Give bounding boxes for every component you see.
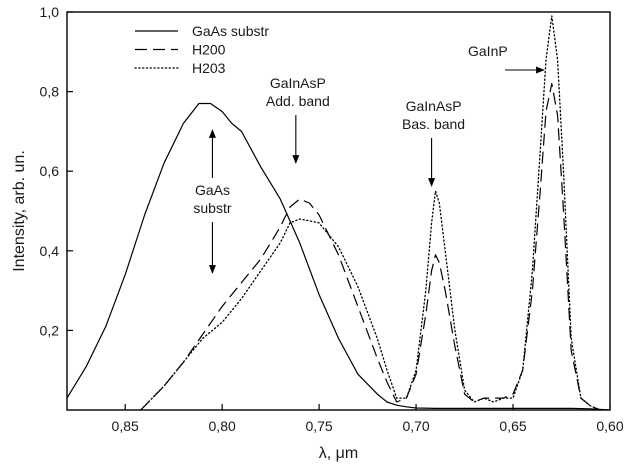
y-tick-label: 1,0: [40, 4, 60, 20]
y-axis-title: Intensity, arb. un.: [11, 150, 28, 272]
series-layer: [66, 15, 611, 411]
legend-entry-label: H200: [192, 42, 226, 58]
series-line-gaas-substr: [66, 102, 611, 411]
annotation-label: substr: [193, 200, 231, 216]
series-line-h200: [140, 82, 601, 411]
annotation-label: Bas. band: [402, 116, 465, 132]
legend-entry-label: GaAs substr: [192, 23, 269, 39]
axes-layer: 0,2 0,4 0,6 0,8 1,0 0,85 0,80 0,75 0,70 0,65 0,60 λ…: [11, 4, 624, 462]
x-axis-title: λ, μm: [319, 445, 358, 462]
y-tick-label: 0,6: [40, 163, 60, 179]
x-tick-label: 0,85: [112, 418, 139, 434]
annotation-label: Add. band: [266, 93, 330, 109]
x-tick-label: 0,60: [596, 418, 623, 434]
x-tick-label: 0,80: [209, 418, 236, 434]
x-tick-label: 0,65: [499, 418, 526, 434]
annotation-label: GaInAsP: [270, 75, 326, 91]
annotation-label: GaInP: [468, 43, 508, 59]
plot-frame: [66, 11, 611, 411]
legend-entry-label: H203: [192, 60, 226, 76]
x-tick-label: 0,75: [305, 418, 332, 434]
y-tick-label: 0,8: [40, 84, 60, 100]
annotations-layer: GaAs substr GaInAsP Add. band GaInAsP Bas. ba…: [193, 43, 545, 274]
legend: GaAs substr H200 H203: [134, 23, 269, 76]
annotation-label: GaAs: [195, 182, 230, 198]
y-tick-label: 0,4: [40, 243, 60, 259]
y-tick-label: 0,2: [40, 322, 60, 338]
series-line-h203: [140, 15, 601, 411]
x-tick-label: 0,70: [402, 418, 429, 434]
annotation-label: GaInAsP: [406, 98, 462, 114]
